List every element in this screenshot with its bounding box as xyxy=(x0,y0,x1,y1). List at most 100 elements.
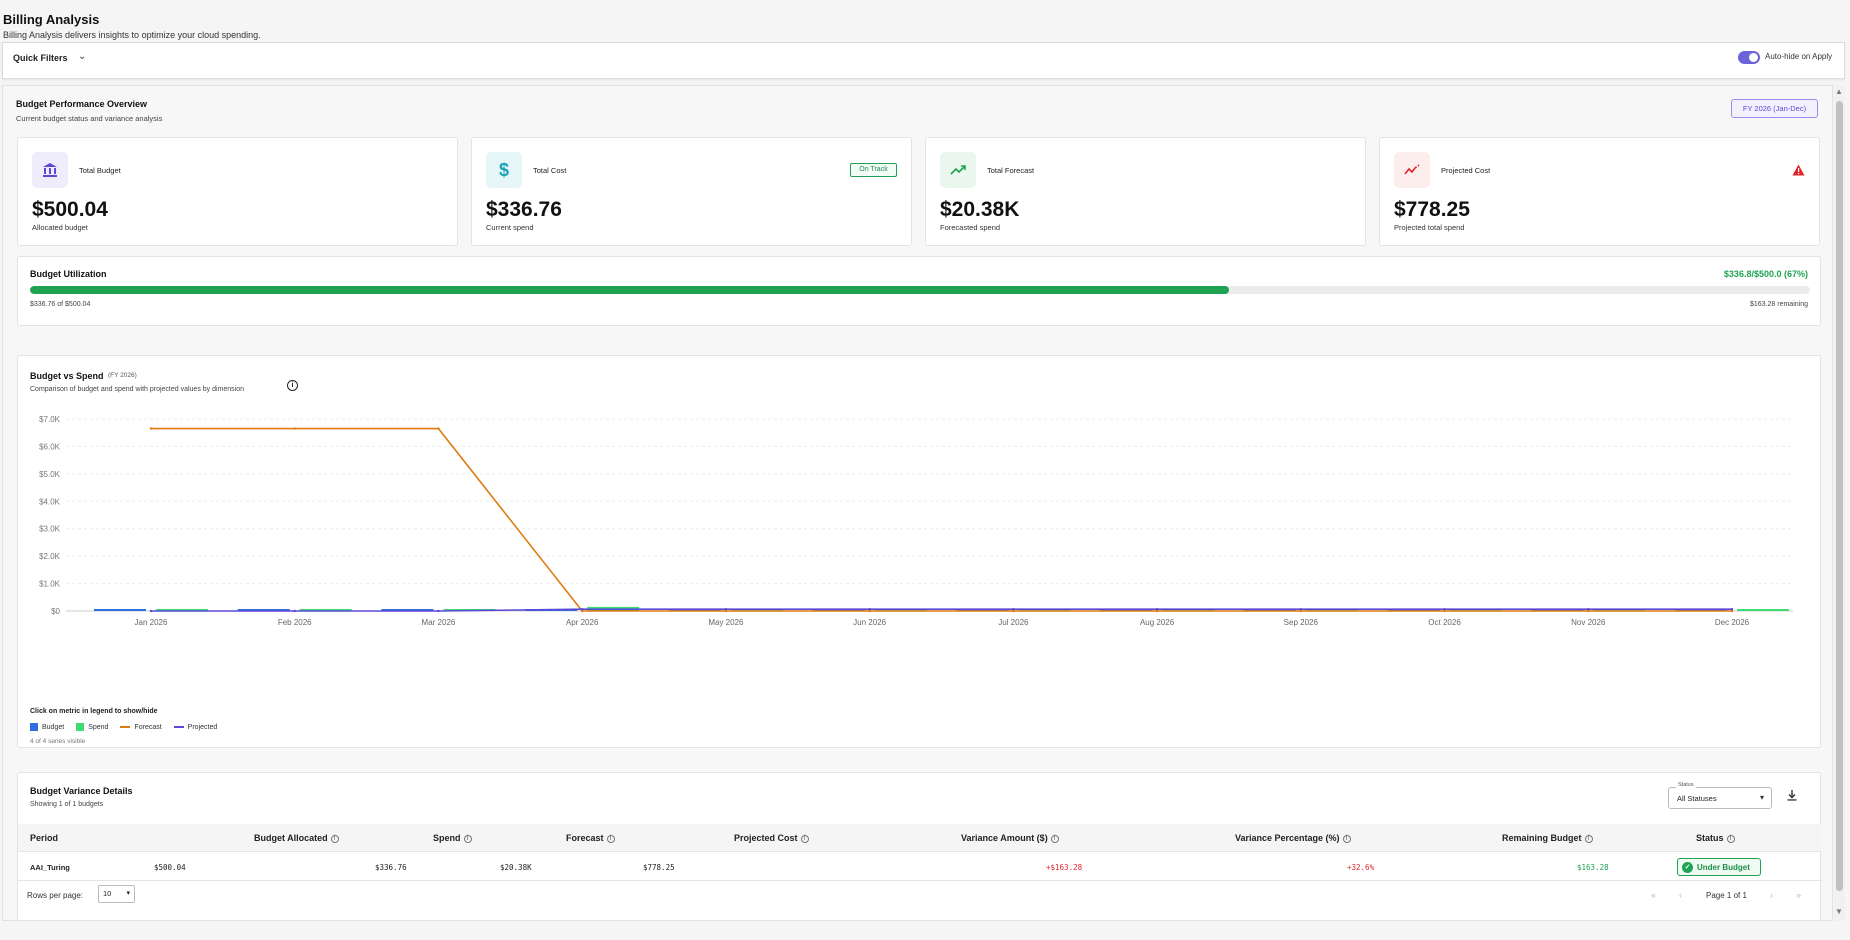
card-label: Total Budget xyxy=(79,166,121,175)
table-row[interactable]: AAI_Turing $500.04 $336.76 $20.38K $778.… xyxy=(18,853,1822,881)
col-variance-percentage-label: Variance Percentage (%) xyxy=(1235,833,1340,843)
info-icon[interactable]: i xyxy=(1342,835,1351,843)
dollar-icon: $ xyxy=(486,152,522,188)
info-icon[interactable]: i xyxy=(1726,835,1735,843)
point-projected xyxy=(580,608,584,611)
budget-vs-spend-chart[interactable]: $0 $1.0K $2.0K $3.0K $4.0K $5.0K $6.0K $7.0K Jan… xyxy=(18,356,1822,701)
point-projected xyxy=(1012,608,1015,611)
trend-projection-icon xyxy=(1394,152,1430,188)
point-projected xyxy=(868,608,871,611)
overview-title: Budget Performance Overview xyxy=(16,99,148,109)
col-spend[interactable]: Spend i xyxy=(433,833,472,843)
point-forecast xyxy=(1299,609,1303,613)
col-projected-cost-label: Projected Cost xyxy=(734,833,798,843)
status-filter-select[interactable]: Status All Statuses ▾ xyxy=(1668,782,1772,809)
quick-filters-bar: Quick Filters ⌄ Auto-hide on Apply xyxy=(2,42,1845,79)
budget-vs-spend-card: Budget vs Spend (FY 2026) Comparison of … xyxy=(17,355,1821,748)
legend-label-projected: Projected xyxy=(187,723,218,731)
x-tick-label: Oct 2026 xyxy=(1428,618,1461,627)
utilization-progress-fill xyxy=(30,286,1229,294)
download-icon[interactable] xyxy=(1787,790,1797,804)
col-variance-percentage[interactable]: Variance Percentage (%) i xyxy=(1235,833,1351,843)
col-status[interactable]: Status i xyxy=(1696,833,1735,843)
quick-filters-toggle[interactable]: Quick Filters xyxy=(13,53,68,63)
col-forecast[interactable]: Forecast i xyxy=(566,833,615,843)
main-scrollbar[interactable]: ▲ ▼ xyxy=(1834,85,1845,921)
legend-count: 4 of 4 series visible xyxy=(30,738,86,745)
x-tick-label: Feb 2026 xyxy=(278,618,312,627)
col-period[interactable]: Period xyxy=(30,833,58,843)
legend-item-spend[interactable]: Spend xyxy=(76,723,108,731)
chart-fy-label: (FY 2026) xyxy=(108,372,137,379)
card-value: $500.04 xyxy=(32,198,108,221)
card-label: Projected Cost xyxy=(1441,166,1491,175)
point-forecast xyxy=(149,427,153,430)
page-info: Page 1 of 1 xyxy=(1706,891,1747,900)
status-filter-label: Status xyxy=(1676,782,1696,788)
utilization-spent-text: $336.76 of $500.04 xyxy=(30,301,91,308)
chevron-down-icon[interactable]: ⌄ xyxy=(78,51,87,62)
x-tick-label: Mar 2026 xyxy=(422,618,456,627)
last-page-button[interactable]: » xyxy=(1796,890,1802,900)
budget-utilization-card: Budget Utilization $336.8/$500.0 (67%) $… xyxy=(17,256,1821,326)
point-forecast xyxy=(437,427,440,430)
scroll-up-arrow[interactable]: ▲ xyxy=(1835,87,1843,96)
chart-legend: Budget Spend Forecast Projected xyxy=(30,723,217,731)
table-title: Budget Variance Details xyxy=(30,786,133,796)
next-page-button[interactable]: › xyxy=(1770,890,1773,900)
col-status-label: Status xyxy=(1696,833,1724,843)
point-forecast xyxy=(1730,609,1734,613)
scroll-down-arrow[interactable]: ▼ xyxy=(1835,907,1843,916)
y-tick-label: $0 xyxy=(51,607,60,616)
info-icon[interactable]: i xyxy=(463,835,472,843)
utilization-progress-bar xyxy=(30,286,1810,294)
info-icon[interactable]: i xyxy=(1050,835,1059,843)
x-tick-label: Jul 2026 xyxy=(998,618,1029,627)
bar-budget xyxy=(94,609,146,611)
bar-spend xyxy=(299,609,352,611)
point-forecast xyxy=(868,609,871,613)
y-tick-label: $6.0K xyxy=(39,442,61,451)
point-forecast xyxy=(724,609,728,613)
legend-swatch-projected xyxy=(173,726,184,728)
warning-icon xyxy=(1792,163,1805,181)
col-variance-amount-label: Variance Amount ($) xyxy=(961,833,1048,843)
info-icon[interactable]: i xyxy=(800,835,809,843)
legend-item-projected[interactable]: Projected xyxy=(173,723,218,731)
point-projected xyxy=(293,609,296,613)
point-projected xyxy=(1299,608,1303,611)
col-spend-label: Spend xyxy=(433,833,461,843)
chart-subtitle: Comparison of budget and spend with proj… xyxy=(30,386,245,393)
x-tick-label: Aug 2026 xyxy=(1140,618,1175,627)
first-page-button[interactable]: « xyxy=(1651,890,1657,900)
table-header: Period Budget Allocated i Spend i Forecast… xyxy=(18,824,1822,852)
fiscal-year-badge[interactable]: FY 2026 (Jan-Dec) xyxy=(1731,99,1818,118)
budget-variance-card: Budget Variance Details Showing 1 of 1 b… xyxy=(17,772,1822,920)
previous-page-button[interactable]: ‹ xyxy=(1679,890,1682,900)
x-tick-label: Nov 2026 xyxy=(1571,618,1606,627)
col-remaining-budget[interactable]: Remaining Budget i xyxy=(1502,833,1593,843)
card-value: $336.76 xyxy=(486,198,562,221)
y-tick-label: $4.0K xyxy=(39,497,61,506)
card-subtext: Forecasted spend xyxy=(940,223,1001,232)
col-budget-allocated-label: Budget Allocated xyxy=(254,833,328,843)
info-icon[interactable]: i xyxy=(330,835,339,843)
info-icon[interactable]: i xyxy=(287,380,298,391)
legend-item-forecast[interactable]: Forecast xyxy=(120,723,162,731)
rows-per-page-select[interactable]: 10 ▾ xyxy=(98,885,135,903)
col-variance-amount[interactable]: Variance Amount ($) i xyxy=(961,833,1059,843)
col-projected-cost[interactable]: Projected Cost i xyxy=(734,833,809,843)
legend-item-budget[interactable]: Budget xyxy=(30,723,64,731)
legend-label-forecast: Forecast xyxy=(134,723,162,731)
x-tick-label: May 2026 xyxy=(708,618,744,627)
info-icon[interactable]: i xyxy=(1584,835,1593,843)
cell-variance-percentage: +32.6% xyxy=(1347,863,1375,872)
point-projected xyxy=(1443,608,1446,611)
y-tick-label: $5.0K xyxy=(39,470,61,479)
col-budget-allocated[interactable]: Budget Allocated i xyxy=(254,833,339,843)
bar-spend xyxy=(156,609,208,611)
info-icon[interactable]: i xyxy=(606,835,615,843)
scroll-thumb[interactable] xyxy=(1836,101,1843,891)
point-projected xyxy=(724,608,728,611)
auto-hide-toggle[interactable] xyxy=(1738,51,1760,64)
